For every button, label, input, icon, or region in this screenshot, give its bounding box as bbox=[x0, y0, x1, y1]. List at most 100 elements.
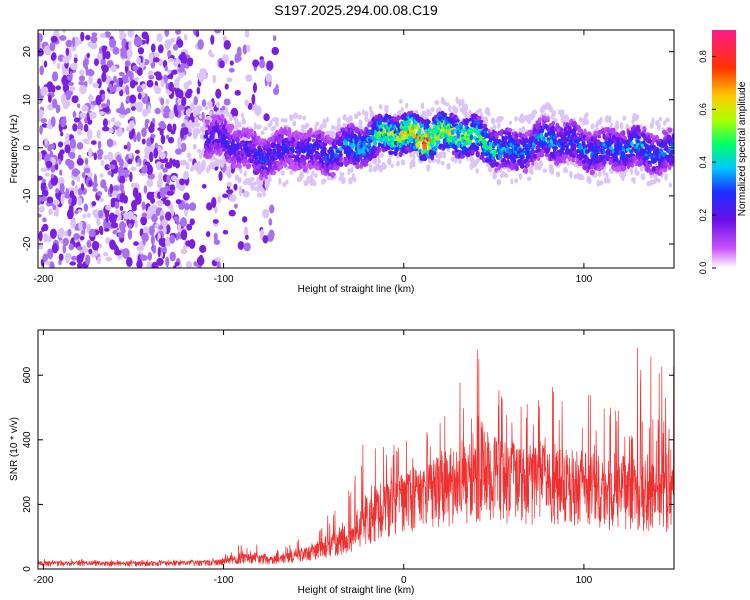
spectrogram-noise-dot bbox=[187, 80, 193, 86]
spectrogram-noise-dot bbox=[154, 107, 161, 115]
spectrogram-noise-dot bbox=[124, 60, 131, 67]
spectrogram-noise-dot bbox=[224, 83, 229, 90]
spectrogram-ridge-dot bbox=[507, 127, 513, 133]
spectrogram-noise-dot bbox=[106, 98, 111, 108]
spectrogram-noise-dot bbox=[130, 182, 137, 189]
spectrogram-halo-dot bbox=[608, 115, 612, 124]
spectrogram-halo-dot bbox=[598, 170, 602, 178]
spectrogram-halo-dot bbox=[198, 114, 203, 120]
spectrogram-ridge-dot bbox=[232, 133, 237, 140]
spectrogram-noise-dot bbox=[158, 225, 164, 230]
spectrogram-halo-dot bbox=[665, 117, 670, 123]
spectrogram-noise-dot bbox=[156, 257, 164, 266]
spectrogram-halo-dot bbox=[280, 170, 285, 176]
spectrogram-noise-dot bbox=[162, 111, 171, 119]
spectrogram-noise-dot bbox=[38, 39, 41, 50]
spectrogram-noise-dot bbox=[129, 71, 134, 81]
spectrogram-ridge-dot bbox=[383, 135, 389, 142]
spectrogram-ridge-dot bbox=[238, 164, 242, 169]
spectrogram-ridge-dot bbox=[349, 148, 354, 154]
spectrogram-halo-dot bbox=[412, 159, 416, 168]
spectrogram-noise-dot bbox=[218, 171, 223, 182]
spectrogram-noise-dot bbox=[268, 218, 273, 226]
spectrogram-noise-dot bbox=[146, 261, 153, 268]
spectrogram-noise-dot bbox=[85, 34, 91, 41]
spectrogram-halo-dot bbox=[269, 119, 273, 126]
spectrogram-halo-dot bbox=[358, 119, 363, 127]
spectrogram-halo-dot bbox=[243, 170, 247, 177]
spectrogram-halo-dot bbox=[455, 96, 459, 104]
spectrogram-noise-dot bbox=[86, 129, 93, 140]
spectrogram-noise-dot bbox=[136, 67, 143, 76]
spectrogram-noise-dot bbox=[119, 89, 124, 97]
spectrogram-halo-dot bbox=[514, 178, 519, 184]
spectrogram-noise-dot bbox=[221, 105, 226, 111]
spectrogram-noise-dot bbox=[105, 256, 113, 262]
spectrogram-ridge-dot bbox=[600, 165, 604, 170]
spectrogram-noise-dot bbox=[53, 211, 59, 217]
spectrogram-halo-dot bbox=[240, 112, 244, 119]
spectrogram-noise-dot bbox=[137, 192, 142, 203]
spectrogram-ridge-dot bbox=[219, 114, 225, 120]
spectrogram-noise-dot bbox=[56, 62, 61, 70]
spectrogram-noise-dot bbox=[50, 53, 57, 61]
spectrogram-noise-dot bbox=[82, 245, 87, 254]
spectrogram-noise-dot bbox=[127, 30, 134, 38]
spectrogram-noise-dot bbox=[38, 151, 43, 162]
spectrogram-noise-dot bbox=[58, 35, 67, 41]
spectrogram-ridge-dot bbox=[321, 132, 325, 139]
spectrogram-ridge-dot bbox=[667, 127, 673, 133]
spectrogram-noise-dot bbox=[252, 59, 260, 68]
spectrogram-noise-dot bbox=[96, 191, 103, 197]
spectrogram-halo-dot bbox=[463, 103, 469, 112]
spectrogram-noise-dot bbox=[212, 219, 219, 224]
spectrogram-noise-dot bbox=[262, 208, 270, 219]
spectrogram-noise-dot bbox=[52, 98, 58, 109]
spectrogram-halo-dot bbox=[201, 165, 206, 171]
spectrogram-ridge-dot bbox=[430, 141, 435, 145]
spectrogram-halo-dot bbox=[584, 112, 589, 118]
spectrogram-noise-dot bbox=[40, 118, 47, 123]
spectrogram-noise-dot bbox=[100, 159, 105, 167]
spectrogram-noise-dot bbox=[103, 219, 107, 230]
spectrogram-noise-dot bbox=[73, 117, 81, 123]
spectrogram-noise-dot bbox=[114, 121, 122, 127]
spectrogram-noise-dot bbox=[95, 94, 102, 106]
spectrogram-ridge-dot bbox=[519, 163, 525, 169]
spectrogram-noise-dot bbox=[171, 69, 178, 75]
spectrogram-halo-dot bbox=[426, 164, 431, 172]
spectrogram-halo-dot bbox=[398, 99, 403, 104]
spectrogram-halo-dot bbox=[542, 168, 548, 173]
spectrogram-ridge-dot bbox=[551, 121, 556, 126]
spectrogram-noise-dot bbox=[175, 199, 182, 205]
spectrogram-noise-dot bbox=[189, 202, 197, 211]
spectrogram-noise-dot bbox=[157, 44, 164, 54]
spectrogram-noise-dot bbox=[226, 77, 233, 83]
spectrogram-noise-dot bbox=[113, 75, 117, 84]
spectrogram-ridge-dot bbox=[345, 140, 349, 147]
spectrogram-noise-dot bbox=[199, 244, 207, 253]
spectrogram-halo-dot bbox=[278, 177, 282, 186]
spectrogram-noise-dot bbox=[185, 260, 192, 268]
spectrogram-noise-dot bbox=[205, 231, 211, 238]
spectrogram-halo-dot bbox=[664, 173, 668, 181]
spectrogram-noise-dot bbox=[265, 60, 274, 71]
spectrogram-noise-dot bbox=[38, 33, 42, 39]
spectrogram-halo-dot bbox=[573, 174, 577, 180]
spectrogram-halo-dot bbox=[348, 177, 353, 185]
spectrogram-noise-dot bbox=[265, 73, 273, 83]
spectrogram-noise-dot bbox=[81, 229, 86, 235]
spectrogram-noise-dot bbox=[117, 166, 125, 176]
spectrogram-noise-dot bbox=[211, 196, 217, 208]
spectrogram-noise-dot bbox=[271, 46, 279, 56]
spectrogram-noise-dot bbox=[73, 56, 78, 64]
spectrogram-xtick-label: 100 bbox=[576, 274, 593, 285]
spectrogram-noise-dot bbox=[88, 95, 94, 101]
spectrogram-halo-dot bbox=[348, 115, 353, 122]
spectrogram-noise-dot bbox=[58, 158, 62, 166]
spectrogram-noise-dot bbox=[48, 208, 53, 216]
spectrogram-halo-dot bbox=[322, 178, 327, 184]
spectrogram-noise-dot bbox=[163, 107, 171, 114]
spectrogram-halo-dot bbox=[312, 181, 317, 187]
spectrogram-noise-dot bbox=[166, 174, 171, 185]
